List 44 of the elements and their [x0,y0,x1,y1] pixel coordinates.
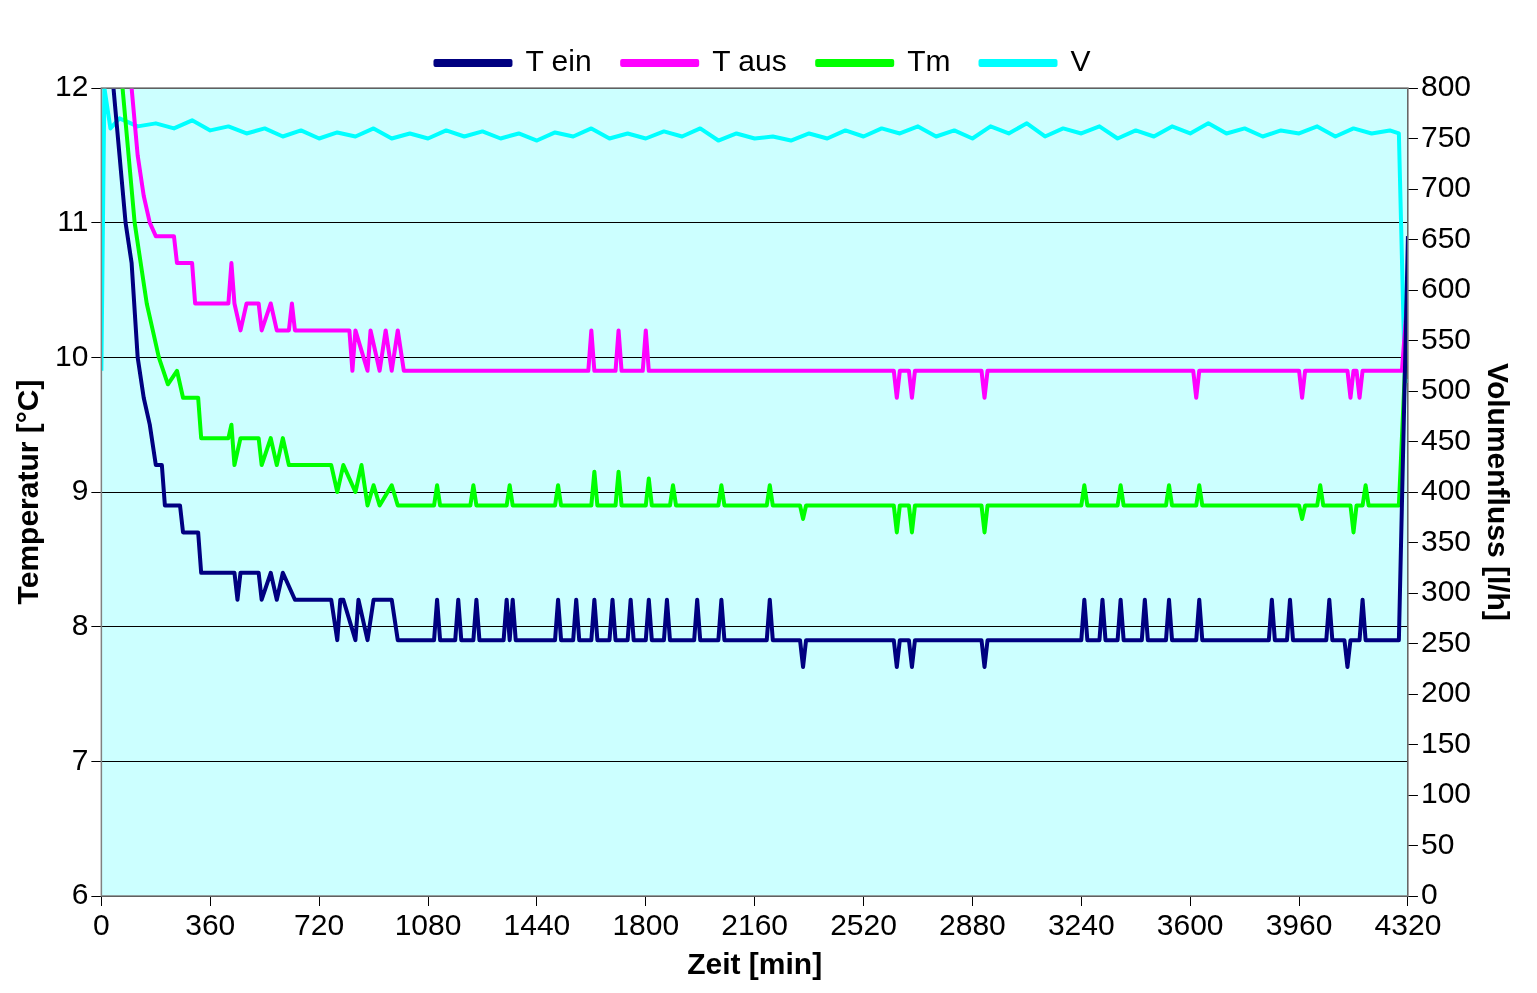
legend-label: T ein [525,44,592,78]
y-tick-label: 10 [54,338,89,372]
y2-tick-label: 550 [1420,321,1472,355]
y2-tick-label: 50 [1420,826,1455,860]
y2-tick-label: 400 [1420,473,1472,507]
y2-tick-label: 650 [1420,220,1472,254]
y-tick-label: 11 [57,203,89,237]
x-tick-label: 2520 [830,908,897,942]
legend-label: Tm [907,44,951,78]
x-tick-label: 3960 [1265,908,1333,942]
y2-tick-label: 350 [1420,523,1472,557]
x-tick-label: 1440 [503,908,571,942]
legend-label: V [1070,44,1091,78]
x-axis-title: Zeit [min] [687,947,823,981]
x-tick-label: 720 [294,908,345,942]
x-tick-label: 3600 [1156,908,1224,942]
y2-axis-title: Volumenfluss [l/h] [1481,363,1515,621]
x-tick-label: 4320 [1374,908,1442,942]
x-tick-label: 360 [185,908,236,942]
y-tick-label: 12 [54,69,89,103]
y-tick-label: 8 [71,607,89,641]
x-tick-label: 2880 [939,908,1006,942]
y-tick-label: 9 [71,473,89,507]
x-tick-label: 3240 [1047,908,1115,942]
y2-tick-label: 0 [1420,877,1438,911]
x-tick-label: 1080 [394,908,462,942]
y2-tick-label: 300 [1420,574,1472,608]
y2-tick-label: 250 [1420,624,1472,658]
y2-tick-label: 150 [1420,725,1472,759]
y-tick-label: 6 [71,877,89,911]
y-axis-title: Temperatur [°C] [11,379,45,605]
y2-tick-label: 500 [1420,372,1472,406]
y2-tick-label: 100 [1420,776,1472,810]
y2-tick-label: 700 [1420,170,1472,204]
legend-label: T aus [712,44,787,78]
y2-tick-label: 600 [1420,271,1472,305]
x-tick-label: 2160 [721,908,789,942]
y2-tick-label: 750 [1420,119,1472,153]
y2-tick-label: 200 [1420,675,1472,709]
y-tick-label: 7 [71,742,89,776]
y2-tick-label: 800 [1420,69,1472,103]
x-tick-label: 0 [93,908,110,942]
y2-tick-label: 450 [1420,422,1472,456]
x-tick-label: 1800 [612,908,680,942]
